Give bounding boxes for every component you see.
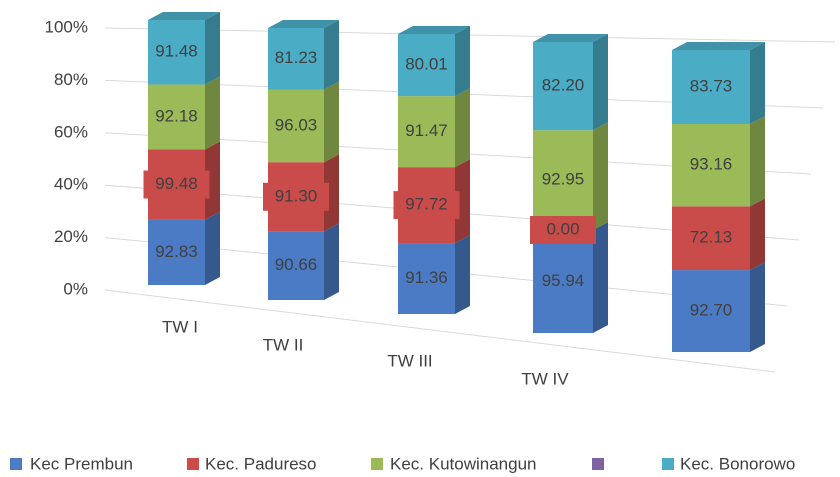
y-tick-label: 100% [45,17,88,36]
bar [672,50,750,124]
data-label: 91.36 [405,268,448,287]
x-tick-label: TW III [387,351,432,370]
data-label: 96.03 [275,115,318,134]
y-tick-label: 60% [54,122,88,141]
data-label-box [263,182,329,211]
data-label: 82.20 [542,76,585,95]
bar [268,28,324,90]
bar-side-face [593,34,608,131]
legend-swatch [662,458,674,470]
bar-side-face [455,26,470,97]
legend-swatch [187,458,199,470]
bar [268,89,324,163]
bar-top-face [268,20,339,28]
bar [533,130,593,231]
data-label: 83.73 [690,76,733,95]
legend-swatch [10,458,22,470]
bar-side-face [593,222,608,333]
bar [672,270,750,352]
legend-label: Kec. Kutowinangun [390,454,537,473]
bar-side-face [750,115,765,207]
bar [268,231,324,300]
grid-line [104,289,776,373]
bar-side-face [205,76,220,150]
data-label: 92.83 [155,242,198,261]
bar-side-face [205,12,220,85]
y-tick-label: 20% [54,227,88,246]
data-label-box [393,191,460,220]
bar [398,243,455,314]
bar-side-face [455,88,470,168]
bar [148,20,205,85]
bar-side-face [205,141,220,220]
legend-label: Kec. Padureso [205,454,317,473]
bar-top-face [398,26,470,34]
data-label-box [678,224,744,253]
bar-side-face [750,198,765,271]
y-tick-label: 0% [63,279,88,298]
legend-label: Kec. Bonorowo [680,454,795,473]
data-label: 80.01 [405,55,448,74]
bar-side-face [205,211,220,285]
data-label-box [530,216,596,245]
x-tick-label: TW IV [521,369,569,388]
bar [672,123,750,207]
bar-side-face [750,262,765,352]
bar [148,219,205,285]
bar [398,96,455,168]
data-label: 81.23 [275,48,318,67]
bar-side-face [593,122,608,231]
bar [533,230,593,333]
legend-swatch [592,458,604,470]
bar-side-face [324,81,339,163]
bar-side-face [455,159,470,244]
data-label: 0.00 [546,219,579,238]
data-label-box [143,170,210,199]
y-tick-label: 40% [54,175,88,194]
bar-side-face [455,235,470,314]
data-label: 99.48 [155,174,198,193]
legend-label: Kec Prembun [30,454,133,473]
bar-side-face [750,42,765,124]
data-label: 93.16 [690,155,733,174]
legend-swatch [371,458,383,470]
bar-top-face [148,12,220,20]
bar [398,34,455,97]
data-label: 91.48 [155,42,198,61]
bar [533,42,593,131]
y-tick-label: 80% [54,70,88,89]
x-tick-label: TW II [263,335,304,354]
data-label: 92.95 [542,170,585,189]
data-label: 72.13 [690,228,733,247]
data-label: 95.94 [542,271,585,290]
bar-top-face [533,34,608,42]
bar-top-face [672,42,765,50]
x-tick-label: TW I [162,317,198,336]
data-label: 97.72 [405,195,448,214]
data-label: 91.47 [405,121,448,140]
data-label: 92.70 [690,301,733,320]
data-label: 90.66 [275,255,318,274]
bar-side-face [324,223,339,300]
bar-side-face [324,154,339,232]
data-label: 92.18 [155,106,198,125]
bar-side-face [324,20,339,90]
bar [148,84,205,150]
data-label: 91.30 [275,186,318,205]
